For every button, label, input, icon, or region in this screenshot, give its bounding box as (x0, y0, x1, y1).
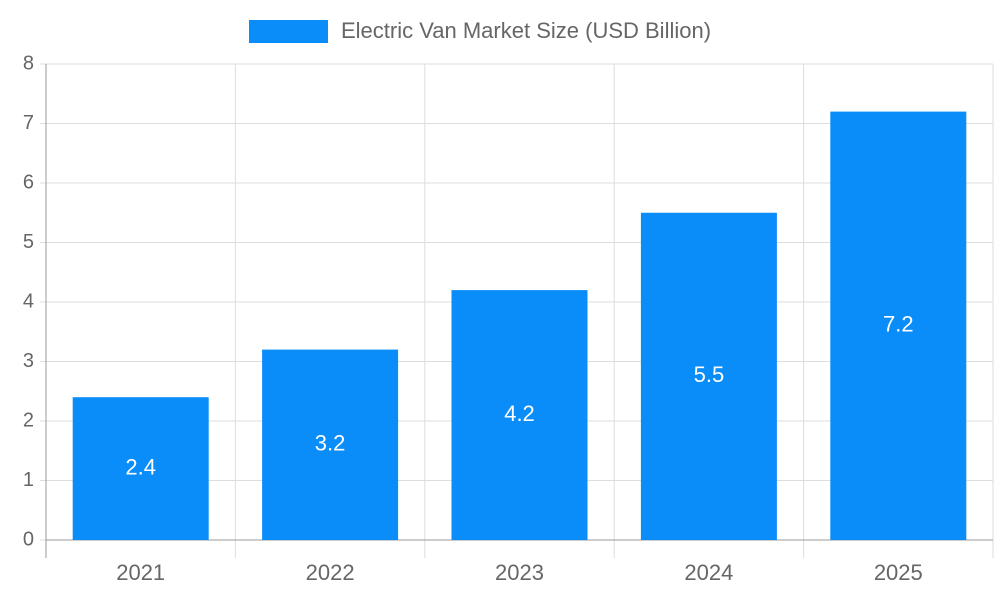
bar (451, 290, 588, 540)
y-tick-label: 2 (23, 409, 34, 431)
x-tick-label: 2024 (684, 560, 733, 585)
y-tick-label: 4 (23, 290, 34, 312)
x-tick-label: 2023 (495, 560, 544, 585)
y-tick-label: 5 (23, 231, 34, 253)
x-tick-label: 2022 (306, 560, 355, 585)
y-tick-label: 1 (23, 469, 34, 491)
bar (72, 397, 209, 540)
legend-swatch (249, 20, 328, 43)
data-label: 5.5 (694, 362, 725, 387)
y-tick-label: 6 (23, 171, 34, 193)
bar (830, 111, 967, 540)
data-label: 7.2 (883, 312, 914, 337)
bar (640, 212, 777, 540)
y-tick-label: 3 (23, 350, 34, 372)
y-tick-label: 8 (23, 52, 34, 74)
x-tick-label: 2021 (116, 560, 165, 585)
bar (262, 349, 399, 540)
data-label: 4.2 (504, 401, 535, 426)
x-tick-label: 2025 (874, 560, 923, 585)
y-tick-label: 7 (23, 112, 34, 134)
data-label: 3.2 (315, 431, 346, 456)
legend-label: Electric Van Market Size (USD Billion) (341, 18, 711, 43)
data-label: 2.4 (125, 454, 156, 479)
y-tick-label: 0 (23, 528, 34, 550)
